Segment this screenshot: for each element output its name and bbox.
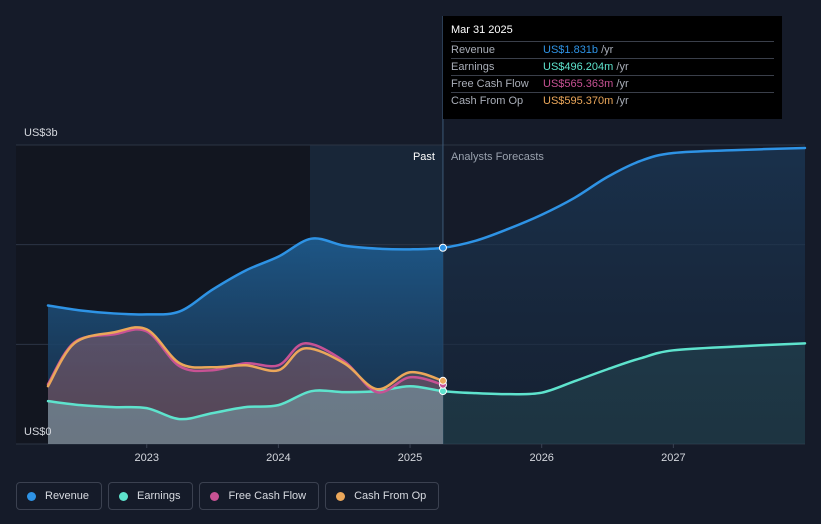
tooltip-label: Revenue	[451, 44, 496, 56]
legend-item-revenue[interactable]: Revenue	[16, 482, 103, 510]
hover-tooltip: Mar 31 2025 Revenue US$1.831b /yr Earnin…	[443, 16, 782, 119]
tooltip-label: Free Cash Flow	[451, 78, 529, 90]
x-tick-label: 2023	[134, 452, 158, 464]
legend-label: Cash From Op	[354, 490, 427, 502]
forecast-label: Analysts Forecasts	[451, 151, 544, 163]
tooltip-label: Earnings	[451, 61, 495, 73]
x-tick-label: 2024	[266, 452, 290, 464]
legend-dot-icon	[119, 491, 129, 501]
tooltip-value: US$496.204m	[543, 61, 614, 73]
legend-dot-icon	[336, 491, 346, 501]
past-label: Past	[413, 151, 435, 163]
tooltip-unit: /yr	[598, 44, 614, 56]
earnings-line	[46, 342, 807, 421]
cash-from-op-marker	[438, 376, 447, 385]
tooltip-row-free-cash-flow: Free Cash Flow US$565.363m /yr	[451, 75, 774, 93]
tooltip-label: Cash From Op	[451, 95, 524, 107]
tooltip-date: Mar 31 2025	[451, 24, 513, 36]
legend-item-free-cash-flow[interactable]: Free Cash Flow	[199, 482, 320, 510]
chart-legend: Revenue Earnings Free Cash Flow Cash Fro…	[16, 482, 440, 512]
legend-label: Revenue	[45, 490, 90, 502]
tooltip-value: US$565.363m	[543, 78, 614, 90]
revenue-earnings-chart: US$3b US$0 2023 2024 2025 2026 2027 Past Analyst…	[16, 16, 807, 464]
tooltip-value: US$595.370m	[543, 95, 614, 107]
tooltip-unit: /yr	[613, 95, 629, 107]
y-axis-bottom-label: US$0	[24, 426, 52, 438]
x-tick-label: 2026	[529, 452, 553, 464]
earnings-past-area	[48, 386, 443, 444]
tooltip-value: US$1.831b	[543, 44, 599, 56]
tooltip-row-revenue: Revenue US$1.831b /yr	[451, 41, 774, 59]
legend-dot-icon	[210, 491, 220, 501]
free-cash-flow-line	[46, 328, 445, 394]
tooltip-row-earnings: Earnings US$496.204m /yr	[451, 58, 774, 76]
cash-from-op-line	[46, 326, 445, 391]
tooltip-row-cash-from-op: Cash From Op US$595.370m /yr	[451, 92, 774, 110]
y-axis-top-label: US$3b	[24, 127, 58, 139]
revenue-line	[46, 146, 807, 316]
cash-from-op-area	[48, 327, 443, 444]
x-tick-label: 2027	[661, 452, 685, 464]
tooltip-unit: /yr	[613, 78, 629, 90]
legend-dot-icon	[27, 491, 36, 501]
legend-item-cash-from-op[interactable]: Cash From Op	[325, 482, 440, 510]
legend-item-earnings[interactable]: Earnings	[108, 482, 194, 510]
tooltip-unit: /yr	[613, 61, 629, 73]
revenue-marker	[438, 243, 447, 252]
legend-label: Earnings	[137, 490, 181, 502]
legend-label: Free Cash Flow	[228, 490, 307, 502]
x-tick-label: 2025	[398, 452, 422, 464]
earnings-area	[48, 343, 805, 444]
free-cash-flow-area	[48, 329, 443, 444]
